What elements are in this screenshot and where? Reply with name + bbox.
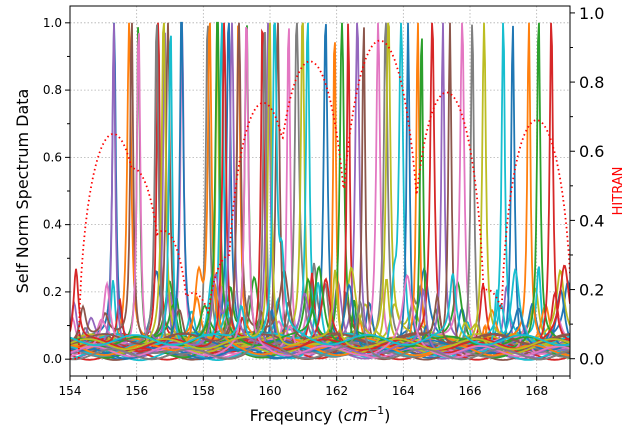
spectrum-line-52	[70, 22, 570, 357]
x-tick-label: 168	[525, 384, 548, 398]
left-y-axis-label: Self Norm Spectrum Data	[13, 89, 32, 294]
right-y-axis: 0.0 0.2 0.4 0.6 0.8 1.0	[570, 4, 604, 369]
x-axis: 154 156 158 160 162 164 166 168	[59, 376, 571, 398]
left-y-tick-label: 0.0	[43, 352, 62, 366]
spectrum-line-60	[70, 22, 570, 347]
spectrum-line-57	[70, 26, 570, 358]
x-tick-label: 164	[392, 384, 415, 398]
left-y-tick-label: 0.2	[43, 285, 62, 299]
x-tick-label: 158	[192, 384, 215, 398]
right-y-tick-label: 0.0	[579, 350, 604, 369]
spectrum-line-58	[70, 31, 570, 361]
x-axis-label-unit: cm	[344, 406, 368, 425]
right-y-tick-label: 0.2	[579, 281, 604, 300]
right-y-tick-label: 0.6	[579, 142, 604, 161]
left-y-tick-label: 0.4	[43, 218, 62, 232]
x-tick-label: 160	[259, 384, 282, 398]
right-y-tick-label: 1.0	[579, 4, 604, 23]
x-axis-label-close: )	[384, 406, 390, 425]
x-tick-label: 162	[325, 384, 348, 398]
right-y-axis-label: HITRAN	[611, 167, 626, 216]
hitran-series-group	[70, 39, 570, 360]
spectrum-line-48	[70, 24, 570, 358]
x-axis-label: Freqeuncy (cm−1)	[250, 404, 391, 425]
left-y-tick-label: 1.0	[43, 16, 62, 30]
left-y-axis: 0.0 0.2 0.4 0.6 0.8 1.0	[43, 16, 70, 366]
left-y-tick-label: 0.6	[43, 150, 62, 164]
spectrum-series-group	[70, 21, 570, 362]
left-y-tick-label: 0.8	[43, 83, 62, 97]
right-y-tick-label: 0.4	[579, 211, 604, 230]
x-tick-label: 166	[459, 384, 482, 398]
x-tick-label: 156	[125, 384, 148, 398]
spectrum-line-59	[70, 22, 570, 351]
x-axis-label-exponent: −1	[368, 404, 384, 417]
right-y-tick-label: 0.8	[579, 73, 604, 92]
hitran-line	[70, 39, 570, 360]
x-tick-label: 154	[59, 384, 82, 398]
x-axis-label-text: Freqeuncy (	[250, 406, 344, 425]
